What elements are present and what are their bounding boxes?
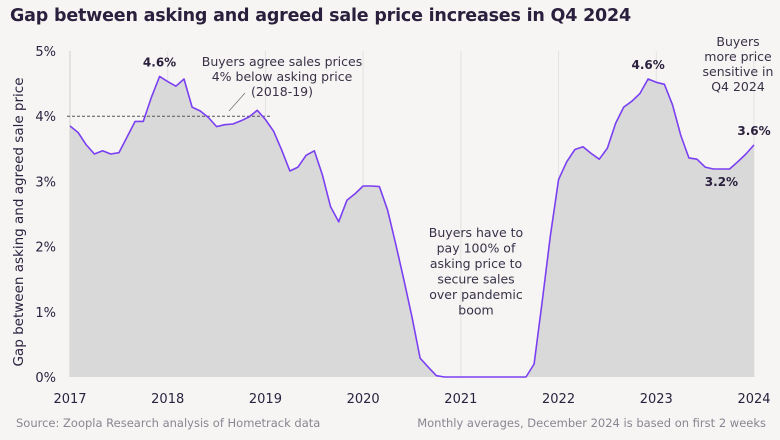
annotation-line: Q4 2024 (711, 79, 765, 94)
annotation-line: boom (458, 303, 493, 318)
data-label: 4.6% (143, 55, 176, 69)
annotation-line: (2018-19) (251, 84, 313, 99)
data-labels: 4.6% 4.6% 3.2% 3.6% (143, 55, 771, 189)
annotation-1: Buyers agree sales prices 4% below asking… (202, 54, 362, 99)
chart-title: Gap between asking and agreed sale price… (10, 6, 631, 26)
annotation-line: secure sales (437, 272, 514, 287)
annotation-line: asking price to (430, 256, 522, 271)
y-tick-label: 2% (35, 241, 56, 256)
x-tick-label: 2023 (640, 392, 673, 407)
x-tick-label: 2018 (151, 392, 184, 407)
x-tick-label: 2021 (444, 392, 477, 407)
x-tick-label: 2019 (249, 392, 282, 407)
annotations: Buyers agree sales prices 4% below asking… (202, 34, 774, 318)
y-tick-label: 3% (35, 175, 56, 190)
annotation-line: Buyers (716, 34, 759, 49)
x-tick-label: 2022 (542, 392, 575, 407)
x-tick-label: 2020 (347, 392, 380, 407)
annotation-line: Buyers have to (429, 225, 523, 240)
annotation-line: more price (704, 49, 772, 64)
x-tick-label: 2017 (53, 392, 86, 407)
annotation-2: Buyers have to pay 100% of asking price to… (429, 225, 523, 318)
data-label: 4.6% (632, 58, 665, 72)
data-label: 3.2% (705, 175, 738, 189)
footnote: Monthly averages, December 2024 is based… (417, 416, 766, 430)
annotation-3: Buyers more price sensitive in Q4 2024 (703, 34, 774, 94)
annotation-leader-line (228, 92, 246, 112)
annotation-line: over pandemic (429, 287, 523, 302)
source-note: Source: Zoopla Research analysis of Home… (16, 416, 321, 430)
y-tick-label: 1% (35, 306, 56, 321)
y-tick-label: 5% (35, 45, 56, 60)
annotation-line: sensitive in (703, 64, 774, 79)
x-tick-label: 2024 (737, 392, 770, 407)
y-axis-label: Gap between asking and agreed sale price (11, 77, 27, 366)
y-axis-ticks: 0% 1% 2% 3% 4% 5% (35, 45, 56, 386)
series-area (70, 76, 754, 378)
annotation-line: pay 100% of (437, 241, 516, 256)
data-label: 3.6% (737, 124, 770, 138)
annotation-line: Buyers agree sales prices (202, 54, 362, 69)
y-tick-label: 0% (35, 371, 56, 386)
x-axis-ticks: 2017 2018 2019 2020 2021 2022 2023 2024 (53, 392, 770, 407)
y-tick-label: 4% (35, 110, 56, 125)
series-line (69, 75, 755, 378)
annotation-line: 4% below asking price (212, 69, 353, 84)
